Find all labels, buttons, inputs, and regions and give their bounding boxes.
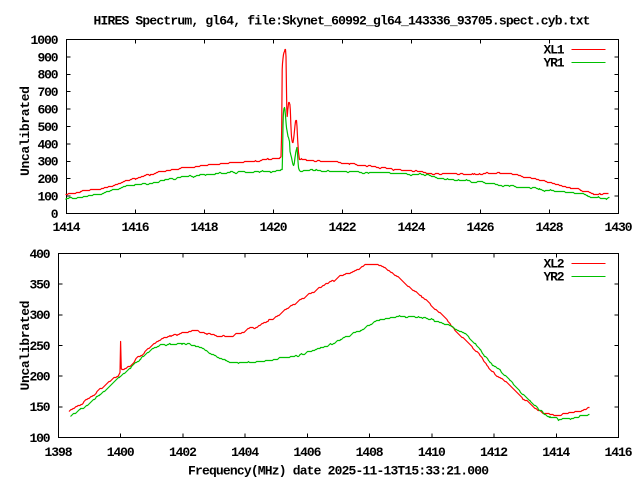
svg-text:1428: 1428 bbox=[536, 220, 564, 235]
svg-text:400: 400 bbox=[30, 247, 51, 262]
svg-text:1414: 1414 bbox=[53, 220, 81, 235]
svg-text:150: 150 bbox=[30, 400, 51, 415]
svg-text:1416: 1416 bbox=[605, 445, 633, 460]
svg-text:1420: 1420 bbox=[260, 220, 288, 235]
svg-text:1422: 1422 bbox=[329, 220, 357, 235]
svg-text:700: 700 bbox=[38, 85, 59, 100]
svg-text:XL2: XL2 bbox=[544, 256, 565, 271]
svg-text:1398: 1398 bbox=[45, 445, 73, 460]
svg-text:1410: 1410 bbox=[418, 445, 446, 460]
svg-text:HIRES Spectrum, gl64, file:Sky: HIRES Spectrum, gl64, file:Skynet_60992_… bbox=[94, 13, 591, 28]
svg-text:200: 200 bbox=[30, 370, 51, 385]
svg-text:1424: 1424 bbox=[398, 220, 426, 235]
svg-text:1418: 1418 bbox=[191, 220, 219, 235]
svg-text:100: 100 bbox=[38, 190, 59, 205]
svg-text:Uncalibrated: Uncalibrated bbox=[18, 86, 33, 176]
svg-text:1412: 1412 bbox=[480, 445, 508, 460]
svg-text:1404: 1404 bbox=[231, 445, 259, 460]
svg-text:1426: 1426 bbox=[467, 220, 495, 235]
svg-text:300: 300 bbox=[30, 308, 51, 323]
svg-text:1416: 1416 bbox=[122, 220, 150, 235]
svg-text:500: 500 bbox=[38, 120, 59, 135]
svg-text:1400: 1400 bbox=[107, 445, 135, 460]
svg-text:1000: 1000 bbox=[31, 33, 59, 48]
svg-text:1414: 1414 bbox=[542, 445, 570, 460]
svg-text:Frequency(MHz) date 2025-11-13: Frequency(MHz) date 2025-11-13T15:33:21.… bbox=[188, 463, 489, 478]
svg-text:Uncalibrated: Uncalibrated bbox=[18, 301, 33, 391]
svg-text:1408: 1408 bbox=[356, 445, 384, 460]
svg-text:350: 350 bbox=[30, 278, 51, 293]
svg-text:1430: 1430 bbox=[605, 220, 633, 235]
svg-text:1402: 1402 bbox=[169, 445, 197, 460]
svg-text:800: 800 bbox=[38, 68, 59, 83]
svg-text:200: 200 bbox=[38, 172, 59, 187]
svg-text:YR2: YR2 bbox=[544, 270, 565, 285]
svg-text:XL1: XL1 bbox=[544, 42, 565, 57]
svg-text:100: 100 bbox=[30, 431, 51, 446]
svg-text:1406: 1406 bbox=[293, 445, 321, 460]
svg-text:600: 600 bbox=[38, 103, 59, 118]
svg-text:300: 300 bbox=[38, 155, 59, 170]
svg-text:YR1: YR1 bbox=[544, 56, 565, 71]
svg-text:400: 400 bbox=[38, 137, 59, 152]
svg-text:900: 900 bbox=[38, 50, 59, 65]
svg-text:0: 0 bbox=[51, 207, 59, 222]
svg-text:250: 250 bbox=[30, 339, 51, 354]
